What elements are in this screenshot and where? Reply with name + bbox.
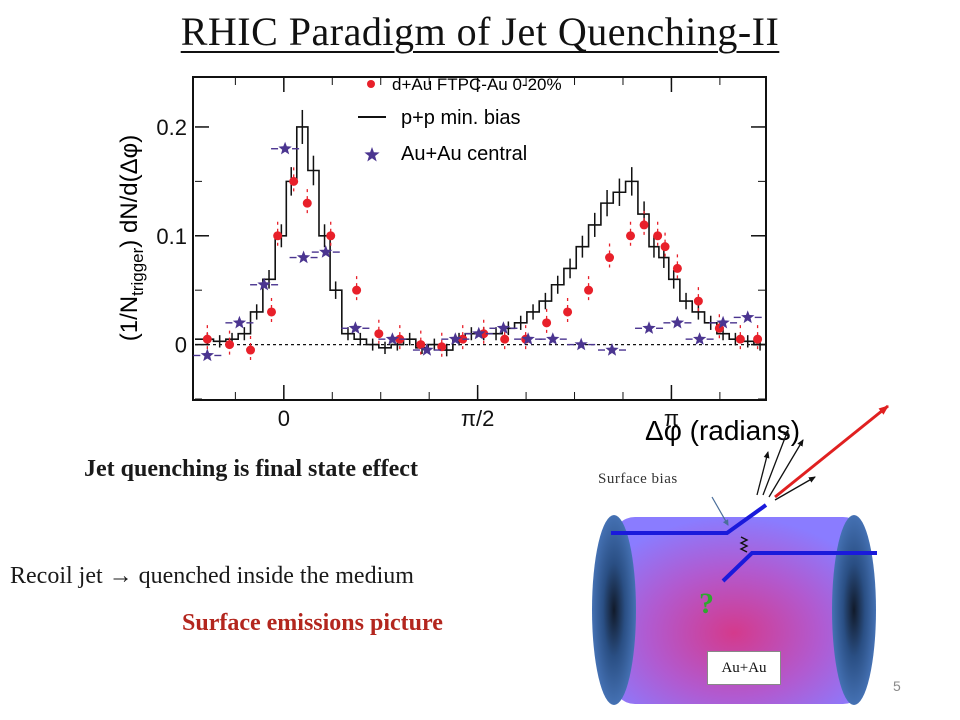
slide-title: RHIC Paradigm of Jet Quenching-II <box>180 9 780 54</box>
nucleus-left <box>592 515 636 705</box>
dau-point <box>289 176 299 186</box>
dau-point <box>374 329 384 339</box>
dau-point <box>202 334 212 344</box>
auau-point <box>232 315 247 329</box>
legend-marker-auau <box>364 147 380 162</box>
dau-point <box>605 253 615 263</box>
dau-point <box>266 307 276 317</box>
auau-point <box>741 310 755 324</box>
auau-point <box>693 332 707 345</box>
auau-point <box>385 332 400 345</box>
dau-point <box>660 242 670 252</box>
fragment-arrow-1 <box>756 451 770 496</box>
dau-point <box>653 231 663 241</box>
x-tick-label: 0 <box>278 406 290 431</box>
page-number: 5 <box>893 678 901 694</box>
dau-point <box>753 334 763 344</box>
dau-point <box>672 263 682 273</box>
plot-frame <box>192 76 767 401</box>
auau-point <box>716 315 730 329</box>
dau-point <box>693 296 703 306</box>
auau-point <box>200 348 214 362</box>
auau-point <box>472 326 486 340</box>
dau-point <box>639 220 649 230</box>
y-tick-label: 0 <box>175 333 187 358</box>
dau-point <box>500 334 510 344</box>
x-tick-label: π <box>664 406 679 431</box>
dau-point <box>302 198 312 208</box>
auau-point <box>257 277 271 291</box>
dau-point <box>563 307 573 317</box>
medium-cylinder <box>613 517 865 704</box>
caption-final-state: Jet quenching is final state effect <box>84 456 418 482</box>
y-tick-label: 0.1 <box>156 224 187 249</box>
y-tick-label: 0.2 <box>156 115 187 140</box>
fragment-arrow-3 <box>768 439 804 498</box>
dau-point <box>326 231 336 241</box>
x-axis-label: Δφ (radians) <box>645 415 800 446</box>
legend-label-auau: Au+Au central <box>401 143 527 165</box>
auau-point <box>521 332 535 345</box>
leading-particle-arrow <box>774 404 889 499</box>
dau-point <box>626 231 636 241</box>
y-axis-label: (1/Ntrigger) dN/d(Δφ) <box>116 135 147 341</box>
gluon-squiggle <box>739 536 749 553</box>
chart-legend: d+Au FTPC-Au 0-20% p+p min. bias Au+Au c… <box>358 75 562 165</box>
nucleus-right <box>832 515 876 705</box>
auau-point <box>605 343 619 356</box>
near-side-jet <box>611 503 768 535</box>
auau-point <box>574 337 588 351</box>
dau-point <box>416 340 426 350</box>
auau-point <box>642 321 656 334</box>
fragment-arrow-2 <box>762 429 789 496</box>
auau-point <box>670 315 685 329</box>
auau-point <box>278 141 292 155</box>
surface-bias-label: Surface bias <box>598 471 678 487</box>
collision-label-box: Au+Au <box>707 651 781 685</box>
dau-point <box>542 318 552 328</box>
recoil-jet <box>721 551 877 583</box>
auau-point <box>296 250 311 264</box>
dau-point <box>273 231 283 241</box>
dau-point <box>437 342 447 352</box>
legend-label-dau: d+Au FTPC-Au 0-20% <box>392 75 562 94</box>
x-tick-label: π/2 <box>461 406 495 431</box>
caption-recoil-jet: Recoil jet → quenched inside the medium <box>10 563 414 589</box>
dau-point <box>584 285 594 295</box>
caption-surface-emission: Surface emissions picture <box>182 610 443 636</box>
auau-point <box>546 332 560 345</box>
auau-point <box>420 343 434 356</box>
auau-point <box>319 245 333 258</box>
dau-point <box>735 334 745 344</box>
legend-label-pp: p+p min. bias <box>401 107 521 129</box>
fragment-arrow-4 <box>774 476 816 501</box>
surface-bias-pointer <box>711 496 729 526</box>
legend-marker-dau <box>367 80 375 88</box>
dau-point <box>246 345 256 355</box>
question-mark-label: ? <box>699 587 714 620</box>
dau-point <box>225 340 235 350</box>
auau-point <box>496 321 511 334</box>
dau-point <box>352 285 362 295</box>
auau-point <box>448 332 462 345</box>
auau-point <box>348 321 362 334</box>
